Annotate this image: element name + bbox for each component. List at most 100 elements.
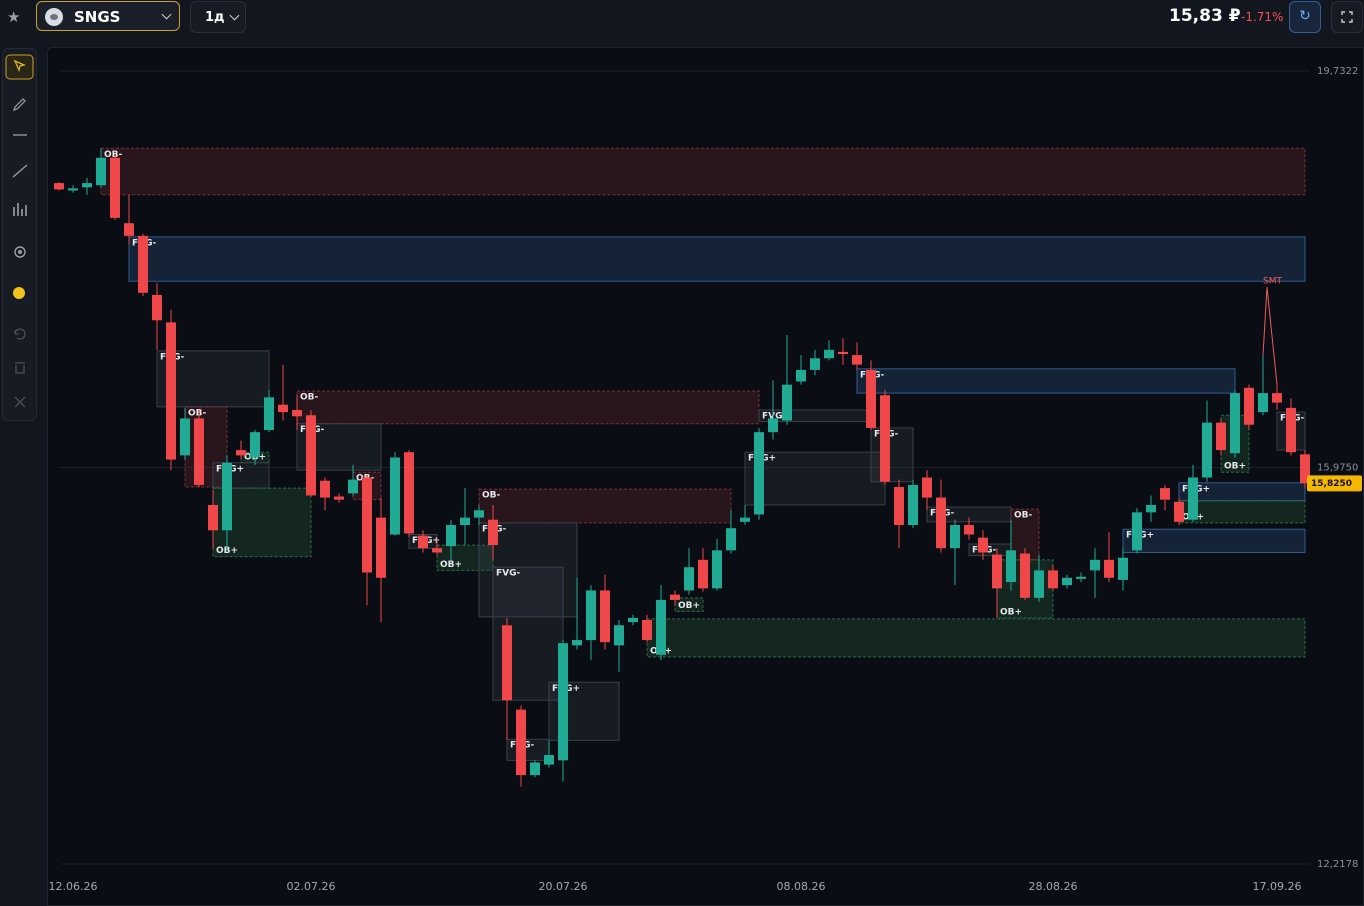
candle-body (726, 528, 736, 551)
candle-body (866, 369, 876, 428)
candle-body (880, 395, 890, 482)
y-tick-label: 15,9750 (1317, 463, 1358, 474)
candle-body (740, 517, 750, 522)
tool-close[interactable] (14, 396, 26, 408)
candle-body (404, 452, 414, 534)
x-tick-label: 17.09.26 (1253, 880, 1302, 893)
candle-body (474, 510, 484, 518)
timeframe-select[interactable]: 1д (190, 1, 246, 33)
candle-body (614, 625, 624, 646)
candle-body (712, 550, 722, 589)
zones (100, 147, 1306, 761)
ticker-select[interactable]: SNGS (36, 1, 180, 31)
zone-label: OB- (188, 408, 207, 418)
candle-body (1300, 454, 1310, 484)
x-tick-label: 08.08.26 (777, 880, 826, 893)
tool-trendline[interactable] (12, 164, 28, 178)
tool-pencil[interactable] (13, 98, 26, 111)
candle-body (292, 409, 302, 417)
candle-body (894, 487, 904, 526)
ticker-name: SNGS (74, 8, 121, 26)
candle-body (1188, 477, 1198, 520)
candle-body (124, 223, 134, 236)
candle-body (670, 594, 680, 600)
last-price-label: 15,8250 (1311, 479, 1352, 489)
candle-body (1286, 407, 1296, 453)
zone (478, 488, 732, 524)
last-price: 15,83 ₽ (1169, 6, 1241, 26)
candle-body (152, 294, 162, 321)
zone-label: OB+ (1224, 462, 1246, 472)
zone (646, 618, 1306, 658)
candle-body (656, 599, 666, 655)
tool-icons (5, 54, 34, 408)
zone (128, 236, 1306, 282)
drawing-tools (2, 48, 37, 421)
fullscreen-button[interactable] (1331, 1, 1363, 33)
candle-body (852, 355, 862, 365)
ticker-icon (45, 8, 63, 26)
candle-body (572, 640, 582, 646)
x-tick-label: 20.07.26 (539, 880, 588, 893)
tool-delete[interactable] (15, 362, 25, 374)
candle-body (1202, 422, 1212, 478)
zone (296, 390, 760, 425)
x-tick-label: 12.06.26 (49, 880, 98, 893)
tool-settings[interactable] (14, 246, 26, 258)
timeframe: 1д (205, 10, 225, 25)
candle-body (530, 762, 540, 776)
candle-body (922, 477, 932, 498)
candle-body (586, 590, 596, 641)
candle-body (684, 567, 694, 591)
toolbar: ★ SNGS 1д 15,83 ₽ -1.71% ↻ (0, 0, 1364, 36)
candle-body (362, 477, 372, 573)
candle-body (768, 418, 778, 433)
y-tick-label: 12,2178 (1317, 859, 1358, 870)
candle-body (1048, 570, 1058, 589)
zone (744, 451, 886, 506)
candle-body (54, 183, 64, 190)
candle-body (698, 559, 708, 589)
candle-body (110, 157, 120, 218)
candle-body (558, 643, 568, 761)
zone (870, 427, 914, 483)
zone-label: FVG+ (762, 411, 790, 421)
tool-undo[interactable] (14, 328, 26, 340)
candle-body (908, 484, 918, 526)
candle-body (1272, 393, 1282, 403)
candle-body (222, 462, 232, 531)
candle-body (1076, 576, 1086, 579)
refresh-button[interactable]: ↻ (1289, 1, 1321, 33)
zone-label: OB+ (678, 601, 700, 611)
candle-body (992, 554, 1002, 589)
candle-body (1174, 501, 1184, 522)
zone-label: OB+ (440, 560, 462, 570)
candle-body (642, 619, 652, 641)
favorite-star[interactable]: ★ (7, 8, 21, 26)
candle-body (488, 519, 498, 546)
candle-body (418, 535, 428, 549)
zone-label: OB+ (216, 546, 238, 556)
zone-label: OB- (1014, 511, 1033, 521)
candle-body (460, 517, 470, 526)
tool-color[interactable] (13, 287, 25, 299)
candle-body (1104, 559, 1114, 578)
zone (184, 406, 228, 488)
tool-indicators[interactable] (13, 203, 27, 216)
candle-body (236, 450, 246, 456)
zone-label: OB+ (1000, 607, 1022, 617)
zone (1122, 528, 1306, 553)
candle-body (376, 517, 386, 578)
candle-body (250, 432, 260, 458)
candle-body (600, 590, 610, 643)
chart-panel (47, 47, 1364, 906)
zone (100, 147, 1306, 196)
candle-body (516, 709, 526, 776)
last-price-tag (1307, 475, 1362, 492)
price-change: -1.71% (1241, 10, 1284, 24)
candle-body (782, 384, 792, 421)
candle-body (68, 188, 78, 191)
candle-body (1132, 512, 1142, 551)
candle-body (390, 457, 400, 535)
